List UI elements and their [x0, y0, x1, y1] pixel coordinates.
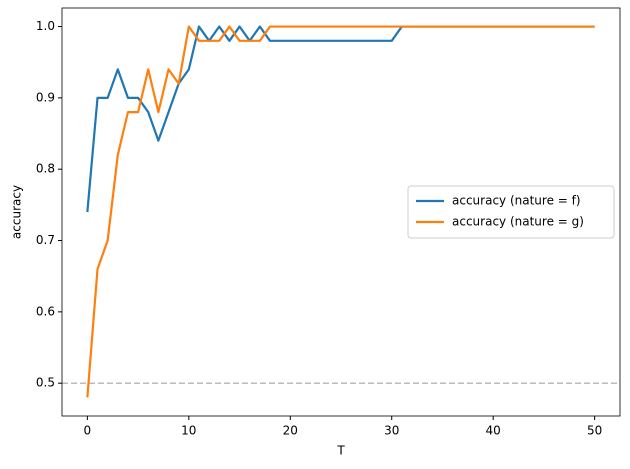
x-tick-label: 0: [84, 424, 92, 438]
series-line: [86, 25, 595, 213]
y-tick-label: 0.7: [36, 233, 55, 247]
x-tick-label: 30: [384, 424, 399, 438]
y-tick-label: 1.0: [36, 19, 55, 33]
x-tick-label: 10: [181, 424, 196, 438]
plot-frame: [61, 7, 621, 417]
y-tick-label: 0.8: [36, 162, 55, 176]
x-axis-label: T: [336, 444, 345, 458]
x-tick-label: 20: [283, 424, 298, 438]
x-tick-label: 40: [486, 424, 501, 438]
legend-box: [407, 185, 615, 239]
y-tick-label: 0.5: [36, 376, 55, 390]
y-tick-label: 0.9: [36, 90, 55, 104]
legend-label: accuracy (nature = f): [452, 194, 581, 208]
legend-label: accuracy (nature = g): [452, 215, 584, 229]
series-line: [86, 25, 595, 398]
y-tick-label: 0.6: [36, 304, 55, 318]
x-tick-label: 50: [587, 424, 602, 438]
y-axis-label: accuracy: [10, 185, 24, 239]
